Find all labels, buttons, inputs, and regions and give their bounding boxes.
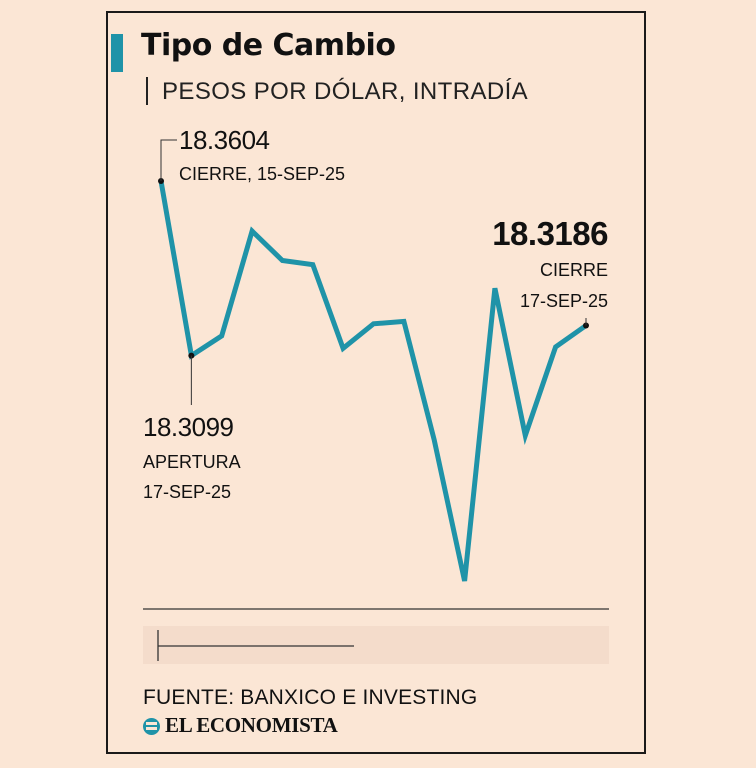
title-accent-bar — [111, 34, 123, 72]
annotation-label-apertura: APERTURA — [143, 452, 241, 472]
annotation-value-cierre: 18.3186 — [492, 215, 608, 252]
series-line-pesos-por-dolar — [158, 180, 588, 582]
timeline-band — [143, 626, 609, 664]
chart-subtitle: PESOS POR DÓLAR, INTRADÍA — [162, 78, 529, 105]
chart-title: Tipo de Cambio — [141, 28, 396, 63]
annotation-label-cierre: CIERRE — [540, 260, 608, 280]
annotation-value-max: 18.3604 — [179, 125, 270, 155]
source-note: FUENTE: BANXICO E INVESTING — [143, 686, 478, 709]
annotation-value-apertura: 18.3099 — [143, 412, 234, 442]
annotation-date-cierre: 17-SEP-25 — [520, 291, 608, 311]
annotation-leader-max — [160, 139, 177, 181]
subtitle-divider — [146, 77, 148, 105]
el-economista-logo-icon — [143, 718, 160, 735]
annotation-label-max: CIERRE, 15-SEP-25 — [179, 164, 345, 184]
annotation-date-apertura: 17-SEP-25 — [143, 482, 231, 502]
el-economista-logo: EL ECONOMISTA — [165, 713, 338, 737]
